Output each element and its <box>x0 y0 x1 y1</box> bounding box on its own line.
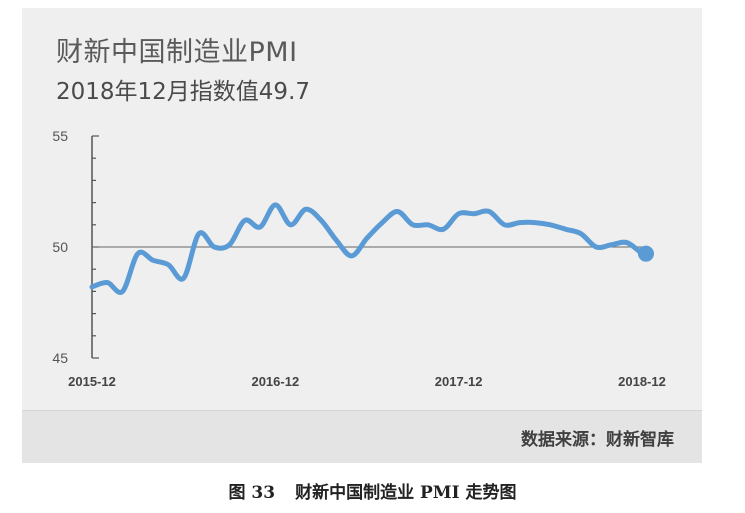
data-point <box>319 218 323 222</box>
data-point <box>197 232 201 236</box>
data-point <box>365 236 369 240</box>
data-point <box>533 221 537 225</box>
data-point <box>457 212 461 216</box>
data-point <box>579 232 583 236</box>
data-point <box>396 209 400 213</box>
chart-title: 财新中国制造业PMI <box>56 37 298 68</box>
data-point <box>304 207 308 211</box>
y-tick-label: 55 <box>52 128 68 144</box>
source-strip: 数据来源：财新智库 <box>22 410 702 463</box>
chart-panel: 财新中国制造业PMI 2018年12月指数值49.7 55 50 45 2015-1… <box>22 8 702 463</box>
y-tick-label: 50 <box>52 239 68 255</box>
data-point <box>487 209 491 213</box>
pmi-line-chart: 55 50 45 2015-12 2016-12 2017-12 2018-12 <box>52 128 666 389</box>
data-point <box>411 223 415 227</box>
data-point <box>136 252 140 256</box>
data-point <box>166 263 170 267</box>
data-source: 数据来源：财新智库 <box>521 430 674 450</box>
x-tick-label: 2018-12 <box>618 374 666 389</box>
x-tick-label: 2017-12 <box>435 374 483 389</box>
data-point <box>441 227 445 231</box>
data-point <box>350 254 354 258</box>
data-point <box>426 223 430 227</box>
data-point <box>289 223 293 227</box>
data-point <box>90 285 94 289</box>
data-point <box>258 225 262 229</box>
data-point <box>503 223 507 227</box>
data-point <box>518 221 522 225</box>
data-point <box>564 227 568 231</box>
data-point <box>594 245 598 249</box>
data-point <box>380 221 384 225</box>
x-axis: 2015-12 2016-12 2017-12 2018-12 <box>68 374 666 389</box>
data-point <box>212 245 216 249</box>
y-tick-label: 45 <box>52 350 68 366</box>
data-point <box>243 218 247 222</box>
data-point <box>228 243 232 247</box>
data-point <box>334 238 338 242</box>
data-point <box>548 223 552 227</box>
data-point <box>273 203 277 207</box>
x-tick-label: 2015-12 <box>68 374 116 389</box>
data-point <box>182 276 186 280</box>
pmi-series-line <box>89 202 645 295</box>
data-point <box>625 241 629 245</box>
figure-number: 图 33 <box>228 483 276 503</box>
chart-subtitle: 2018年12月指数值49.7 <box>56 79 311 105</box>
data-point <box>121 289 125 293</box>
data-point <box>151 258 155 262</box>
data-point <box>472 212 476 216</box>
series-group <box>89 202 654 295</box>
figure-caption-text: 财新中国制造业 PMI 走势图 <box>295 483 517 503</box>
figure-caption: 图 33 财新中国制造业 PMI 走势图 <box>0 478 745 503</box>
x-tick-label: 2016-12 <box>251 374 299 389</box>
data-point <box>105 281 109 285</box>
data-point <box>609 243 613 247</box>
latest-point-marker <box>638 245 654 262</box>
